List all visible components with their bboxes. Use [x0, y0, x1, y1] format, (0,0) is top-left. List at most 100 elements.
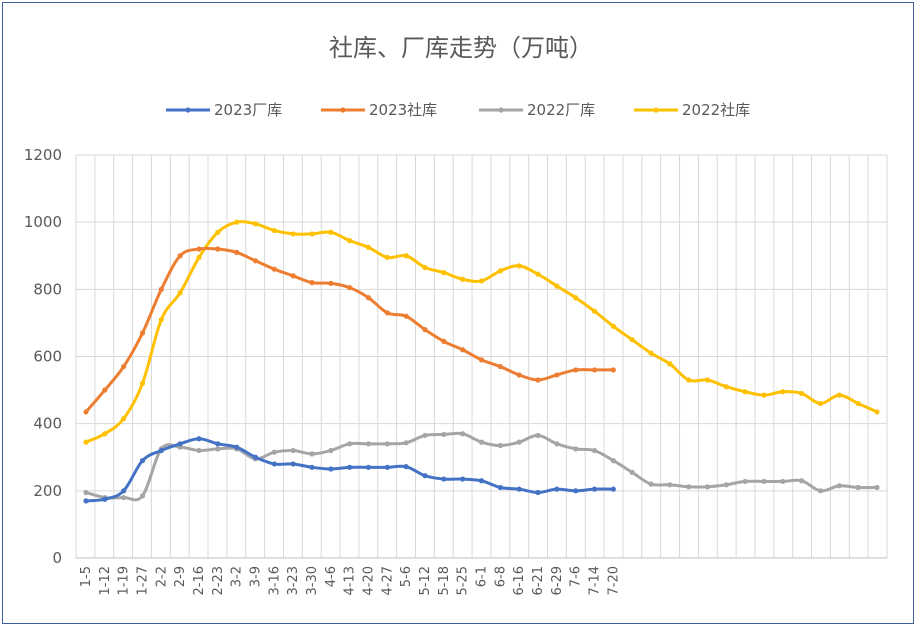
data-point [422, 473, 428, 479]
x-tick-label: 6-16 [512, 566, 527, 596]
x-tick-label: 5-18 [437, 566, 452, 596]
data-point [554, 372, 560, 378]
x-tick-label: 3-2 [230, 566, 245, 587]
legend-item: 2022社库 [634, 101, 750, 119]
x-tick-label: 2-2 [154, 566, 169, 587]
data-point [761, 478, 767, 485]
data-point [836, 483, 842, 489]
data-point [290, 447, 296, 454]
data-point [686, 484, 692, 490]
data-point [535, 271, 541, 277]
x-tick-label: 6-21 [531, 566, 546, 596]
data-point [328, 229, 334, 235]
data-point [591, 447, 598, 454]
y-axis-ticks: 0 200 400 600 800 1000 1200 [24, 146, 62, 567]
data-point [516, 439, 522, 445]
data-point [365, 441, 372, 447]
data-point [478, 439, 485, 445]
data-point [309, 231, 315, 237]
data-point [139, 458, 146, 464]
x-tick-label: 4-13 [343, 566, 358, 596]
data-point [234, 444, 240, 450]
data-point [460, 476, 466, 482]
x-tick-label: 5-12 [418, 566, 433, 596]
data-point [723, 384, 729, 390]
data-point [460, 347, 466, 353]
data-point [234, 219, 240, 225]
data-point [497, 268, 503, 274]
data-point [516, 486, 522, 492]
data-point [761, 392, 767, 398]
data-point [478, 357, 485, 363]
data-point [554, 486, 560, 492]
data-point [629, 469, 635, 475]
data-point [704, 484, 711, 490]
data-point [874, 484, 880, 491]
data-point [102, 387, 108, 393]
data-point [780, 389, 786, 395]
data-point [215, 229, 221, 235]
data-point [742, 478, 748, 485]
legend-item: 2023社库 [321, 101, 437, 119]
x-tick-label: 2-23 [211, 566, 226, 596]
data-point [252, 221, 259, 227]
data-point [309, 451, 315, 457]
data-point [441, 338, 447, 344]
data-point [177, 441, 183, 447]
data-point [422, 432, 428, 439]
legend-label: 2023厂库 [214, 101, 282, 119]
chart-title: 社库、厂库走势（万吨） [329, 34, 593, 62]
x-tick-label: 7-6 [569, 566, 584, 587]
data-point [83, 498, 89, 504]
data-point [177, 253, 183, 259]
data-point [799, 390, 805, 397]
data-point [648, 481, 654, 487]
x-tick-label: 2-9 [173, 566, 188, 587]
data-point [215, 441, 221, 447]
data-point [158, 316, 164, 323]
x-tick-label: 5-6 [399, 566, 414, 587]
data-point [855, 484, 861, 491]
legend-marker [653, 107, 659, 113]
data-point [309, 280, 315, 286]
data-point [403, 464, 409, 470]
data-point [573, 488, 579, 494]
data-point [610, 367, 616, 373]
data-point [271, 266, 277, 272]
data-point [591, 308, 598, 314]
data-point [271, 227, 277, 234]
data-point [215, 446, 221, 452]
series-line [84, 220, 879, 444]
y-tick-label: 400 [33, 415, 62, 433]
legend-marker [498, 107, 504, 113]
data-point [610, 323, 616, 329]
data-point [817, 488, 824, 494]
data-point [441, 431, 447, 438]
data-point [177, 290, 183, 296]
data-point [422, 327, 428, 333]
data-point [478, 278, 485, 284]
data-point [403, 440, 409, 446]
y-tick-label: 200 [33, 482, 62, 500]
data-point [573, 446, 579, 452]
data-point [516, 372, 522, 378]
data-point [667, 361, 673, 367]
data-point [460, 431, 466, 437]
data-point [610, 486, 616, 492]
data-point [742, 389, 748, 395]
data-point [403, 313, 409, 319]
data-point [290, 231, 296, 237]
x-tick-label: 1-5 [79, 566, 94, 587]
data-point [121, 416, 127, 422]
series-2023社库 [83, 246, 616, 415]
data-point [196, 447, 202, 454]
x-tick-label: 4-20 [362, 566, 377, 596]
data-point [365, 464, 372, 470]
data-point [403, 253, 409, 259]
data-point [874, 409, 880, 415]
data-point [516, 263, 522, 269]
data-point [328, 466, 334, 472]
data-point [855, 400, 861, 407]
data-point [121, 488, 127, 494]
